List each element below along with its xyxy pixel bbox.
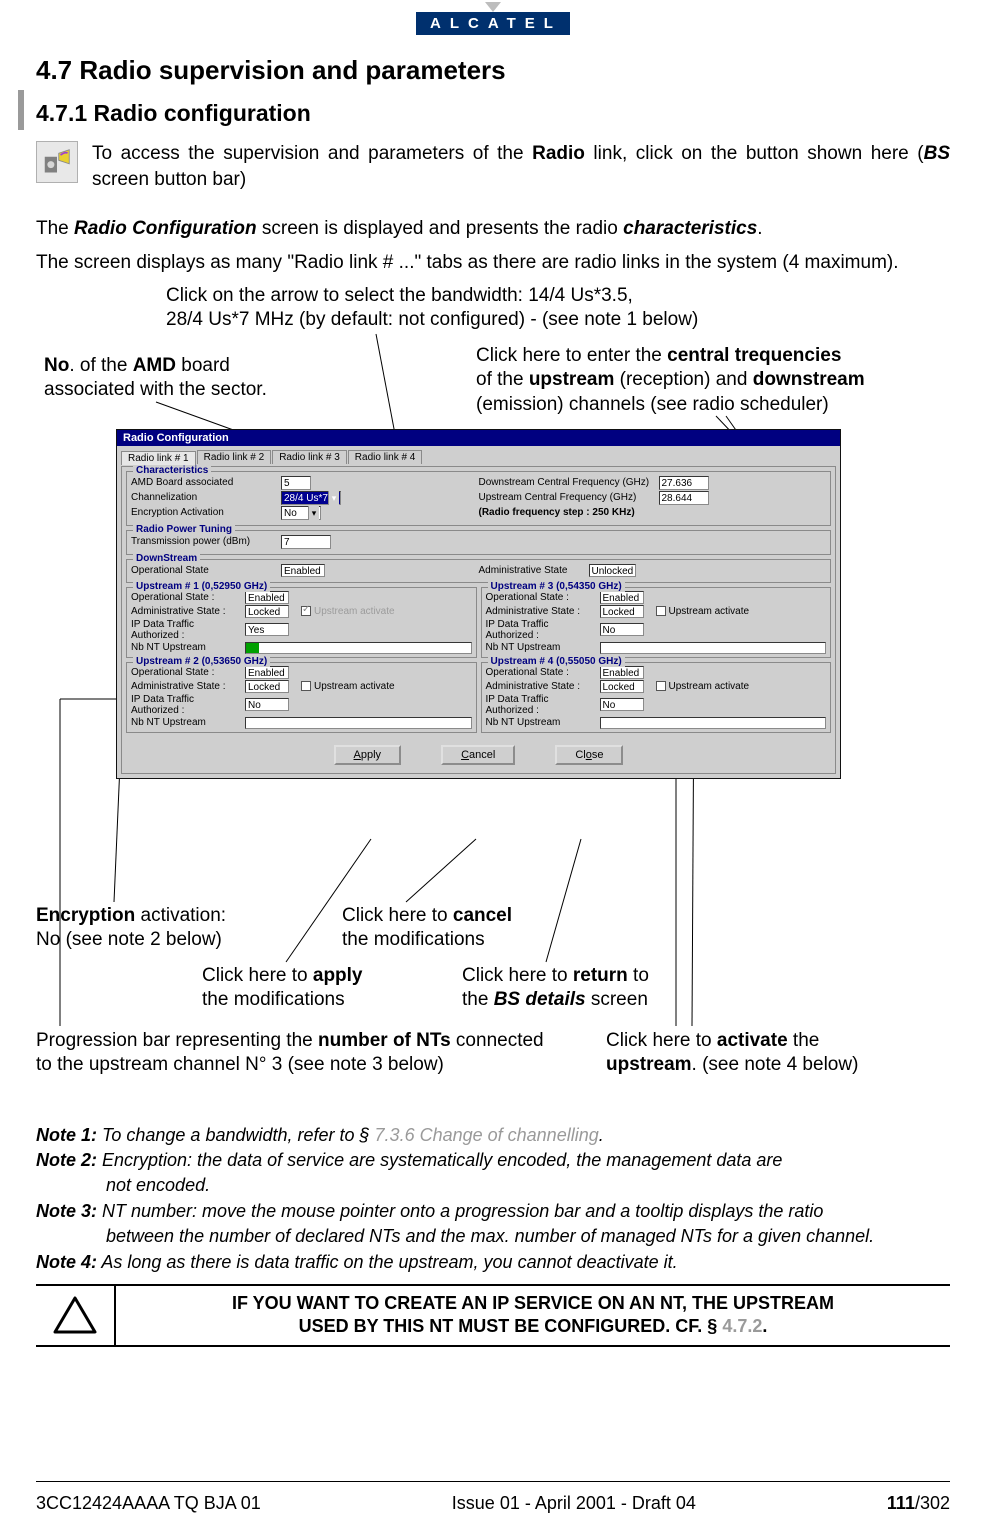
tab-radio-link-3[interactable]: Radio link # 3 bbox=[272, 450, 347, 464]
radio-config-window: Radio Configuration Radio link # 1 Radio… bbox=[116, 429, 841, 779]
upstream-panel-3: Upstream # 3 (0,54350 GHz) Operational S… bbox=[481, 587, 832, 658]
group-downstream: DownStream Operational StateEnabled Admi… bbox=[126, 559, 831, 583]
down-admin-state: Unlocked bbox=[589, 564, 637, 577]
window-title: Radio Configuration bbox=[117, 430, 840, 446]
annot-bandwidth: Click on the arrow to select the bandwid… bbox=[166, 284, 726, 333]
close-button[interactable]: Close bbox=[555, 745, 623, 765]
intro-paragraph: To access the supervision and parameters… bbox=[92, 141, 950, 192]
paragraph-2: The screen displays as many "Radio link … bbox=[36, 250, 950, 276]
page-footer: 3CC12424AAAA TQ BJA 01 Issue 01 - April … bbox=[36, 1493, 950, 1514]
nt-progress-bar-4 bbox=[600, 717, 827, 729]
upstream-panel-1: Upstream # 1 (0,52950 GHz) Operational S… bbox=[126, 587, 477, 658]
annot-cancel: Click here to cancel the modifications bbox=[342, 904, 552, 953]
footer-page: 111/302 bbox=[887, 1493, 950, 1514]
tx-power-value[interactable]: 7 bbox=[281, 535, 331, 549]
upstream-grid: Upstream # 1 (0,52950 GHz) Operational S… bbox=[126, 587, 831, 737]
warning-triangle-icon bbox=[53, 1296, 97, 1334]
annot-frequencies: Click here to enter the central trequenc… bbox=[476, 344, 916, 418]
amd-value[interactable]: 5 bbox=[281, 476, 311, 490]
annot-return: Click here to return to the BS details s… bbox=[462, 964, 692, 1013]
paragraph-1: The Radio Configuration screen is displa… bbox=[36, 216, 950, 242]
footer-rule bbox=[36, 1481, 950, 1482]
radio-link-icon bbox=[36, 141, 78, 183]
notes-block: Note 1: To change a bandwidth, refer to … bbox=[36, 1124, 950, 1274]
group-characteristics: Characteristics AMD Board associated5 Do… bbox=[126, 471, 831, 526]
upstream-panel-2: Upstream # 2 (0,53650 GHz) Operational S… bbox=[126, 662, 477, 733]
nt-progress-bar-1 bbox=[245, 642, 472, 654]
annot-amd: No. of the AMD board associated with the… bbox=[44, 354, 314, 403]
group-power: Radio Power Tuning Transmission power (d… bbox=[126, 530, 831, 555]
encryption-dropdown[interactable]: No bbox=[281, 506, 321, 520]
footer-center: Issue 01 - April 2001 - Draft 04 bbox=[452, 1493, 696, 1514]
cancel-button[interactable]: Cancel bbox=[441, 745, 515, 765]
tab-radio-link-1[interactable]: Radio link # 1 bbox=[121, 451, 196, 465]
channelization-dropdown[interactable]: 28/4 Us*7 bbox=[281, 491, 341, 505]
tab-radio-link-4[interactable]: Radio link # 4 bbox=[348, 450, 423, 464]
warning-box: IF YOU WANT TO CREATE AN IP SERVICE ON A… bbox=[36, 1284, 950, 1347]
upstream-panel-4: Upstream # 4 (0,55050 GHz) Operational S… bbox=[481, 662, 832, 733]
alcatel-logo: ALCATEL bbox=[416, 12, 570, 35]
nt-progress-bar-3 bbox=[600, 642, 827, 654]
annot-progress: Progression bar representing the number … bbox=[36, 1029, 586, 1078]
annotated-diagram: Click on the arrow to select the bandwid… bbox=[36, 284, 950, 1124]
footer-left: 3CC12424AAAA TQ BJA 01 bbox=[36, 1493, 261, 1514]
nt-progress-bar-2 bbox=[245, 717, 472, 729]
upstream-activate-checkbox-4[interactable]: Upstream activate bbox=[656, 681, 750, 692]
section-heading: 4.7 Radio supervision and parameters bbox=[36, 55, 950, 86]
tabs-row: Radio link # 1 Radio link # 2 Radio link… bbox=[121, 450, 836, 464]
down-op-state: Enabled bbox=[281, 564, 325, 577]
upstream-activate-checkbox-2[interactable]: Upstream activate bbox=[301, 681, 395, 692]
revision-bar bbox=[18, 90, 24, 130]
annot-apply: Click here to apply the modifications bbox=[202, 964, 412, 1013]
down-freq-value[interactable]: 27.636 bbox=[659, 476, 709, 490]
brand-header: ALCATEL bbox=[36, 12, 950, 35]
annot-encryption: Encryption activation: No (see note 2 be… bbox=[36, 904, 266, 953]
upstream-activate-checkbox-3[interactable]: Upstream activate bbox=[656, 606, 750, 617]
tab-radio-link-2[interactable]: Radio link # 2 bbox=[197, 450, 272, 464]
annot-activate: Click here to activate the upstream. (se… bbox=[606, 1029, 926, 1078]
subsection-heading: 4.7.1 Radio configuration bbox=[36, 100, 950, 127]
up-freq-value[interactable]: 28.644 bbox=[659, 491, 709, 505]
upstream-activate-checkbox-1[interactable]: Upstream activate bbox=[301, 606, 395, 617]
apply-button[interactable]: Apply bbox=[334, 745, 402, 765]
